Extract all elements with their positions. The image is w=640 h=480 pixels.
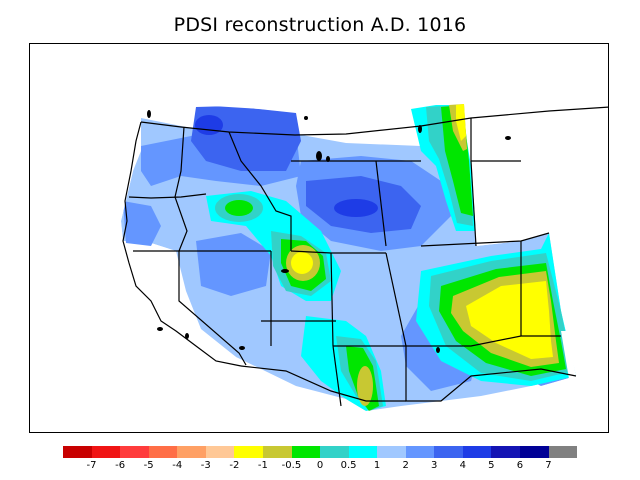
- colorbar-tick-label: -1: [257, 460, 268, 471]
- colorbar-swatch: [63, 446, 92, 458]
- pdsi-map: [30, 44, 608, 432]
- colorbar-swatch: [262, 446, 292, 458]
- border-wy-sd: [375, 160, 387, 247]
- shade-yellow-east: [466, 281, 553, 359]
- colorbar-tick-label: 5: [488, 460, 495, 471]
- border-nm-tx: [405, 346, 577, 402]
- colorbar-tick-label: -0.5: [281, 460, 302, 471]
- colorbar-swatch: [91, 446, 121, 458]
- colorbar-swatch: [491, 446, 520, 458]
- shade-level-3-nevada: [196, 233, 271, 296]
- colorbar-swatch: [348, 446, 378, 458]
- colorbar-labels: -7 -6 -5 -4 -3 -2 -1 -0.5 0 0.5 1 2 3 4 5 6 7: [63, 460, 577, 474]
- colorbar-swatch: [434, 446, 463, 458]
- domain-mask: [30, 44, 608, 432]
- shade-ocean-cut: [123, 241, 236, 366]
- map-frame: [29, 43, 609, 433]
- pdsi-shading: [121, 104, 576, 411]
- colorbar-swatch: [148, 446, 178, 458]
- coastline-pacific: [122, 121, 242, 367]
- lake-10: [304, 116, 308, 120]
- lake-8: [418, 125, 422, 133]
- mask-bottom-right: [30, 366, 608, 432]
- colorbar-tick-label: 1: [373, 460, 381, 471]
- colorbar: [63, 446, 578, 458]
- border-ca-nv: [178, 251, 247, 366]
- border-az-nm: [332, 345, 342, 407]
- shade-yellow-west: [291, 252, 313, 274]
- lake-4: [157, 327, 163, 331]
- colorbar-tick-label: -5: [143, 460, 154, 471]
- colorbar-swatch: [291, 446, 321, 458]
- mask-top: [30, 44, 608, 118]
- colorbar-tick-label: -6: [115, 460, 126, 471]
- shade-level-5-east: [334, 199, 378, 217]
- colorbar-swatch: [234, 446, 263, 458]
- border-ut-co: [330, 252, 334, 347]
- shade-olive-south: [357, 366, 373, 406]
- colorbar-tick-label: 2: [402, 460, 409, 471]
- colorbar-swatch: [205, 446, 235, 458]
- shade-yellow-montana: [456, 104, 466, 141]
- border-id-mt: [228, 131, 292, 251]
- lake-3: [281, 269, 289, 273]
- colorbar-tick-label: -4: [172, 460, 183, 471]
- mask-montana-east: [469, 104, 608, 246]
- border-co-ks: [385, 252, 407, 347]
- border-mexico: [240, 365, 406, 402]
- colorbar-tick-label: -7: [86, 460, 97, 471]
- colorbar-swatch: [377, 446, 406, 458]
- border-wa-or: [128, 193, 207, 199]
- colorbar-tick-label: 7: [545, 460, 552, 471]
- shade-level-5-north: [195, 115, 223, 135]
- colorbar-swatch: [320, 446, 349, 458]
- lake-2: [326, 156, 330, 162]
- colorbar-swatch: [520, 446, 549, 458]
- colorbar-swatch: [405, 446, 435, 458]
- lake-5: [185, 333, 189, 339]
- colorbar-tick-label: 0: [316, 460, 324, 471]
- boundary-lines: [122, 106, 608, 407]
- map-small-features: [147, 110, 511, 353]
- colorbar-tick-label: -3: [200, 460, 211, 471]
- border-nd-sd: [470, 160, 477, 247]
- colorbar-tick-label: -2: [229, 460, 240, 471]
- mask-left: [30, 113, 141, 241]
- colorbar-tick-label: 3: [431, 460, 438, 471]
- lake-9: [147, 110, 151, 118]
- border-canada: [140, 106, 608, 136]
- colorbar-swatch: [177, 446, 206, 458]
- shade-green-idaho: [225, 200, 253, 216]
- lake-7: [505, 136, 511, 140]
- colorbar-swatch: [548, 446, 578, 458]
- lake-6: [436, 347, 440, 353]
- shade-level-3-west: [123, 201, 161, 246]
- border-ks-ok: [451, 335, 561, 347]
- colorbar-tick-label: 0.5: [340, 460, 357, 471]
- chart-title: PDSI reconstruction A.D. 1016: [173, 14, 467, 36]
- lake-1: [316, 151, 322, 161]
- colorbar-tick-label: 6: [516, 460, 524, 471]
- colorbar-tick-label: 4: [459, 460, 466, 471]
- shade-grey-edge: [561, 331, 576, 379]
- lake-11: [239, 346, 245, 350]
- colorbar-swatch: [120, 446, 149, 458]
- colorbar-swatch: [462, 446, 492, 458]
- border-idaho-west: [174, 126, 188, 252]
